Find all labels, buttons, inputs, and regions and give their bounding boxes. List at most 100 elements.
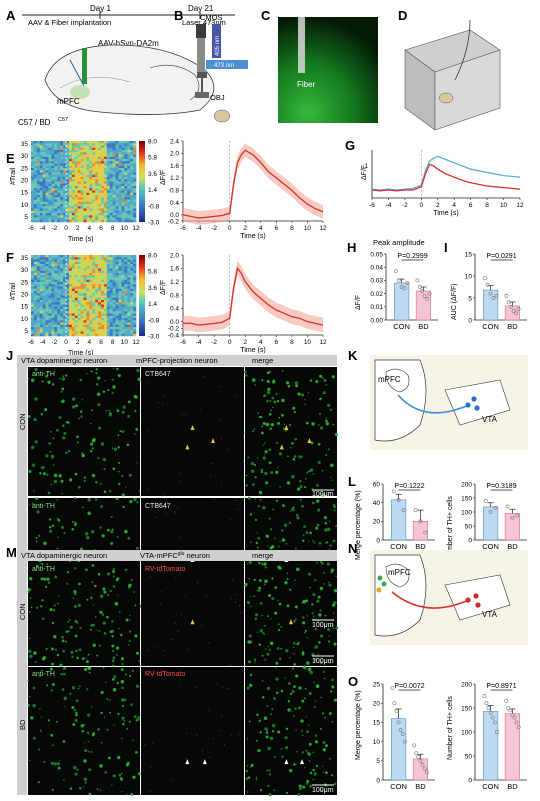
- heatmap-cell: [115, 327, 119, 330]
- heatmap-cell: [42, 297, 46, 301]
- heatmap-cell: [109, 255, 113, 258]
- cell-mark: [73, 604, 77, 608]
- cell-mark: [47, 380, 51, 384]
- heatmap-cell: [121, 277, 125, 281]
- heatmap-cell: [80, 291, 84, 294]
- source-label: mPFC: [378, 375, 401, 384]
- heatmap-cell: [130, 268, 134, 272]
- cell-mark: [91, 438, 96, 443]
- cell-mark: [277, 599, 279, 602]
- cell-mark: [259, 731, 262, 734]
- heatmap-cell: [71, 199, 76, 203]
- noise-mark: [150, 509, 152, 511]
- cell-mark: [133, 715, 137, 719]
- cell-mark: [41, 380, 44, 383]
- heatmap-cell: [106, 320, 111, 323]
- cell-mark: [121, 704, 125, 708]
- heatmap-cell: [89, 217, 93, 221]
- heatmap-cell: [54, 266, 58, 269]
- heatmap-cell: [127, 174, 131, 178]
- heatmap-cell: [101, 168, 105, 171]
- heatmap-cell: [54, 333, 58, 337]
- heatmap-cell: [133, 333, 137, 337]
- heatmap-cell: [89, 331, 93, 335]
- heatmap-cell: [103, 201, 108, 205]
- heatmap-cell: [92, 141, 96, 144]
- cell-mark: [256, 713, 259, 716]
- heatmap-cell: [63, 333, 67, 337]
- heatmap-cell: [60, 150, 64, 153]
- heatmap-cell: [57, 145, 61, 149]
- heatmap-cell: [124, 257, 128, 260]
- heatmap-cell: [31, 255, 35, 258]
- heatmap-cell: [89, 145, 93, 149]
- cell-mark: [113, 724, 115, 726]
- heatmap-cell: [48, 152, 52, 155]
- cell-mark: [88, 792, 92, 796]
- heatmap-cell: [109, 300, 113, 303]
- heatmap-cell: [74, 183, 78, 187]
- cell-mark: [69, 787, 73, 790]
- heatmap-cell: [45, 170, 49, 173]
- heatmap-cell: [45, 163, 49, 167]
- heatmap-cell: [86, 213, 90, 216]
- cell-mark: [72, 405, 76, 409]
- heatmap-cell: [98, 324, 102, 328]
- cell-mark: [90, 442, 94, 446]
- heatmap-cell: [36, 291, 41, 294]
- heatmap-cell: [42, 147, 46, 151]
- heatmap-cell: [86, 322, 90, 326]
- heatmap-cell: [103, 275, 108, 278]
- heatmap-cell: [80, 255, 84, 258]
- heatmap-cell: [109, 195, 113, 198]
- heatmap-cell: [31, 152, 35, 155]
- cell-mark: [289, 424, 291, 426]
- cell-mark: [309, 771, 313, 775]
- heatmap-cell: [118, 154, 122, 158]
- cell-mark: [112, 585, 116, 588]
- heatmap-cell: [127, 270, 131, 274]
- heatmap-cell: [36, 306, 41, 310]
- heatmap-cell: [86, 264, 90, 267]
- cell-mark: [304, 403, 307, 405]
- heatmap-cell: [74, 188, 78, 191]
- objective: [195, 92, 209, 98]
- heatmap-cell: [83, 183, 87, 187]
- heatmap-cell: [57, 311, 61, 314]
- heatmap-cell: [51, 297, 55, 301]
- heatmap-cell: [109, 257, 113, 260]
- heatmap-cell: [42, 215, 46, 218]
- cell-mark: [97, 457, 100, 460]
- heatmap-cell: [60, 284, 64, 287]
- heatmap-cell: [48, 286, 52, 290]
- heatmap-cell: [98, 313, 102, 317]
- heatmap-cell: [127, 188, 131, 191]
- heatmap-cell: [74, 165, 78, 169]
- heatmap-cell: [51, 302, 55, 305]
- heatmap-cell: [45, 315, 49, 319]
- heatmap-cell: [71, 329, 76, 332]
- heatmap-cell: [80, 322, 84, 326]
- y-tick-label: 0.8: [170, 188, 179, 195]
- heatmap-cell: [95, 329, 99, 332]
- heatmap-cell: [48, 293, 52, 296]
- heatmap-cell: [83, 159, 87, 162]
- cell-mark: [322, 571, 325, 574]
- cell-mark: [97, 376, 101, 380]
- heatmap-cell: [60, 261, 64, 265]
- data-point: [508, 708, 513, 713]
- heatmap-cell: [115, 255, 119, 258]
- cell-mark: [260, 470, 264, 474]
- cell-mark: [283, 423, 285, 425]
- heatmap-cell: [36, 315, 41, 319]
- bar-ylabel: AUC (ΔF/F): [451, 283, 458, 320]
- heatmap-cell: [86, 329, 90, 332]
- heatmap-cell: [89, 152, 93, 155]
- heatmap-cell: [118, 197, 122, 200]
- cell-mark: [283, 428, 285, 431]
- heatmap-cell: [54, 300, 58, 303]
- heatmap-cell: [133, 199, 137, 203]
- heatmap-cell: [39, 152, 43, 155]
- heatmap-cell: [95, 264, 99, 267]
- heatmap-cell: [101, 282, 105, 285]
